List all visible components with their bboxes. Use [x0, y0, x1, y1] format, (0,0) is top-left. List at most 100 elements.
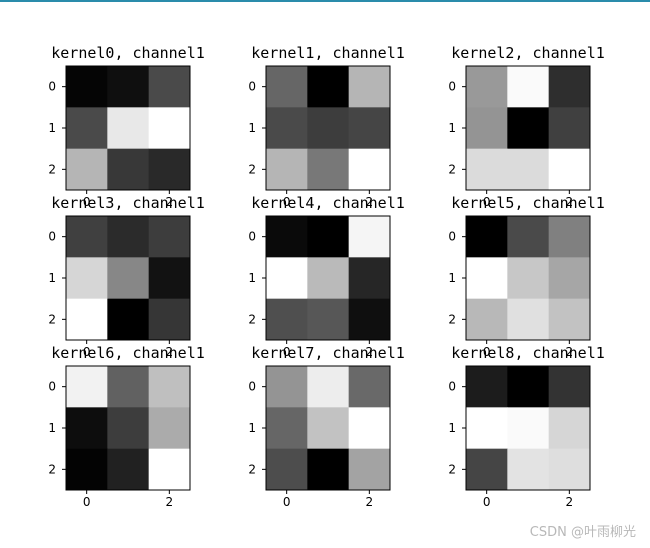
y-tick-label: 2	[248, 162, 256, 176]
heatmap-cell-5-0-1	[507, 216, 550, 258]
heatmap-cell-2-1-1	[507, 107, 550, 150]
heatmap-cell-0-0-0	[66, 66, 108, 108]
heatmap-cell-7-2-1	[307, 448, 350, 491]
heatmap-cell-5-1-2	[548, 257, 591, 300]
heatmap-cell-6-0-2	[148, 366, 191, 408]
heatmap-cell-8-0-1	[507, 366, 550, 408]
y-tick-label: 0	[48, 380, 56, 394]
heatmap-cell-2-2-2	[548, 148, 591, 191]
x-tick-label: 2	[166, 195, 174, 209]
y-tick-label: 0	[248, 380, 256, 394]
y-tick-label: 0	[448, 80, 456, 94]
y-tick-label: 2	[448, 462, 456, 476]
heatmap-cell-1-2-0	[266, 148, 308, 191]
heatmap-title: kernel5, channel1	[451, 194, 605, 212]
y-tick-label: 1	[248, 421, 256, 435]
x-tick-label: 0	[483, 345, 491, 359]
heatmap-cell-3-0-0	[66, 216, 108, 258]
heatmap-title: kernel7, channel1	[251, 344, 405, 362]
heatmap-cell-1-0-1	[307, 66, 350, 108]
y-tick-label: 1	[448, 271, 456, 285]
heatmap-cell-6-1-1	[107, 407, 150, 450]
x-tick-label: 0	[83, 495, 91, 509]
heatmap-title: kernel6, channel1	[51, 344, 205, 362]
heatmap-cell-3-2-0	[66, 298, 108, 341]
heatmap-cell-3-1-2	[148, 257, 191, 300]
heatmap-cell-0-1-1	[107, 107, 150, 150]
heatmap-cell-5-1-1	[507, 257, 550, 300]
y-tick-label: 1	[248, 121, 256, 135]
heatmap-cell-1-2-2	[348, 148, 391, 191]
x-tick-label: 0	[83, 345, 91, 359]
heatmap-cell-4-0-1	[307, 216, 350, 258]
heatmap-cell-4-1-0	[266, 257, 308, 300]
heatmap-cell-8-2-2	[548, 448, 591, 491]
heatmap-title: kernel3, channel1	[51, 194, 205, 212]
heatmap-cell-2-1-2	[548, 107, 591, 150]
heatmap-cell-6-2-2	[148, 448, 191, 491]
top-accent-bar	[0, 0, 650, 2]
heatmap-cell-8-1-2	[548, 407, 591, 450]
heatmap-panel-2: kernel2, channel1 0 1 2 0 2	[448, 44, 604, 209]
heatmap-cell-0-2-2	[148, 148, 191, 191]
heatmap-cell-4-2-0	[266, 298, 308, 341]
y-tick-label: 0	[48, 230, 56, 244]
heatmap-cell-3-0-2	[148, 216, 191, 258]
heatmap-cell-8-1-0	[466, 407, 508, 450]
x-tick-label: 2	[566, 495, 574, 509]
heatmap-title: kernel0, channel1	[51, 44, 205, 62]
heatmap-cell-5-2-1	[507, 298, 550, 341]
y-tick-label: 1	[48, 271, 56, 285]
x-tick-label: 2	[366, 345, 374, 359]
x-tick-label: 0	[283, 495, 291, 509]
heatmap-cell-2-1-0	[466, 107, 508, 150]
x-tick-label: 0	[483, 495, 491, 509]
y-tick-label: 2	[448, 312, 456, 326]
y-tick-label: 2	[248, 312, 256, 326]
heatmap-cell-6-2-0	[66, 448, 108, 491]
heatmap-cell-5-2-0	[466, 298, 508, 341]
heatmap-cell-4-2-1	[307, 298, 350, 341]
y-tick-label: 2	[448, 162, 456, 176]
heatmap-title: kernel4, channel1	[251, 194, 405, 212]
heatmap-cell-0-1-2	[148, 107, 191, 150]
heatmap-cell-8-2-1	[507, 448, 550, 491]
heatmap-cell-7-1-1	[307, 407, 350, 450]
heatmap-cell-8-0-0	[466, 366, 508, 408]
heatmap-cell-6-2-1	[107, 448, 150, 491]
heatmap-cell-6-1-0	[66, 407, 108, 450]
x-tick-label: 2	[566, 345, 574, 359]
heatmap-cell-1-0-2	[348, 66, 391, 108]
heatmap-cell-3-0-1	[107, 216, 150, 258]
heatmap-cell-0-1-0	[66, 107, 108, 150]
x-tick-label: 2	[166, 345, 174, 359]
heatmap-cell-0-2-1	[107, 148, 150, 191]
heatmap-cell-5-0-2	[548, 216, 591, 258]
heatmap-cell-4-0-2	[348, 216, 391, 258]
heatmap-cell-2-0-2	[548, 66, 591, 108]
heatmap-cell-8-1-1	[507, 407, 550, 450]
heatmap-cell-6-0-1	[107, 366, 150, 408]
heatmap-cell-5-0-0	[466, 216, 508, 258]
heatmap-cell-2-2-0	[466, 148, 508, 191]
heatmap-cell-1-1-2	[348, 107, 391, 150]
heatmap-title: kernel1, channel1	[251, 44, 405, 62]
heatmap-cell-2-2-1	[507, 148, 550, 191]
heatmap-cell-1-2-1	[307, 148, 350, 191]
x-tick-label: 2	[166, 495, 174, 509]
heatmap-cell-5-2-2	[548, 298, 591, 341]
heatmap-cell-0-0-1	[107, 66, 150, 108]
x-tick-label: 0	[483, 195, 491, 209]
heatmap-cell-7-2-2	[348, 448, 391, 491]
y-tick-label: 1	[48, 421, 56, 435]
heatmap-panel-0: kernel0, channel1 0 1 2 0 2	[48, 44, 204, 209]
y-tick-label: 1	[248, 271, 256, 285]
x-tick-label: 2	[366, 495, 374, 509]
x-tick-label: 0	[283, 345, 291, 359]
heatmap-cell-3-2-1	[107, 298, 150, 341]
